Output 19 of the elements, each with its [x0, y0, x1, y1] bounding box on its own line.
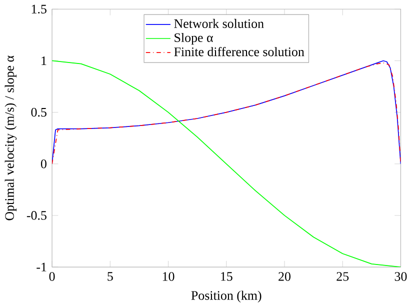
- y-tick-label: 0: [40, 159, 46, 168]
- line-series: [52, 60, 401, 267]
- y-tick-label: 1: [42, 56, 46, 65]
- y-tick-label: -1: [36, 262, 46, 272]
- x-tick-label: 10: [162, 272, 174, 281]
- x-tick-label: 15: [221, 272, 232, 281]
- x-tick-label: 25: [336, 272, 349, 281]
- x-tick-label: 5: [108, 272, 113, 281]
- y-tick-label: 0.5: [31, 108, 46, 117]
- legend-label: Finite difference solution: [174, 46, 304, 56]
- legend-label: Network solution: [174, 18, 264, 28]
- legend-label: Slope α: [174, 32, 213, 45]
- y-axis-title: Optimal velocity (m/s) / slope α: [4, 56, 17, 220]
- y-tick-label: 1.5: [32, 4, 46, 14]
- x-axis-title: Position (km): [191, 290, 262, 302]
- x-tick-label: 20: [278, 272, 290, 281]
- x-tick-label: 30: [394, 272, 407, 281]
- x-tick-label: 0: [49, 272, 55, 281]
- y-tick-label: -0.5: [26, 210, 46, 220]
